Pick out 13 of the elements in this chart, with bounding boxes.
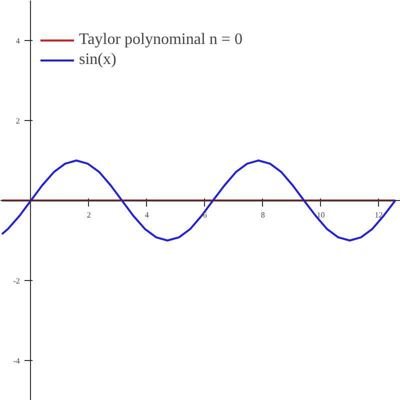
x-tick-label: 6	[202, 210, 207, 220]
legend-label: Taylor polynominal n = 0	[79, 31, 242, 49]
y-tick-label: 2	[16, 116, 20, 126]
x-tick-label: 2	[86, 210, 91, 220]
legend-label: sin(x)	[79, 51, 116, 69]
y-tick-label: -4	[13, 356, 20, 366]
y-tick-label: 4	[16, 36, 20, 46]
x-tick-label: 10	[316, 210, 325, 220]
y-tick-label: -2	[13, 276, 20, 286]
x-tick-label: 12	[374, 210, 383, 220]
x-tick-label: 4	[144, 210, 149, 220]
line-series	[0, 160, 396, 242]
x-tick-label: 8	[260, 210, 265, 220]
